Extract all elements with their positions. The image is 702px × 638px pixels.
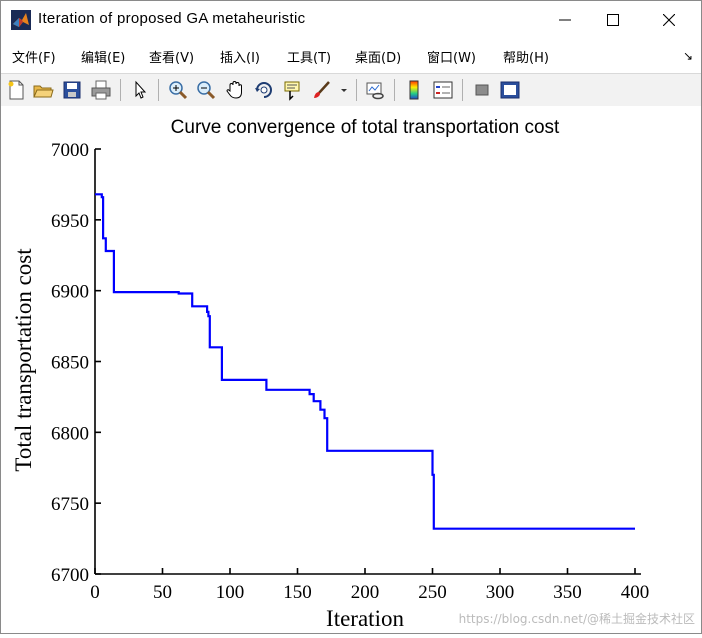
y-tick-label: 6850 [51,353,89,374]
menu-help[interactable]: 帮助(H) [503,51,549,66]
matlab-icon [11,10,31,30]
menu-file[interactable]: 文件(F) [12,51,56,66]
plot-axes [94,148,641,575]
print-icon [91,80,111,100]
data-cursor-button[interactable] [282,79,304,101]
menu-insert[interactable]: 插入(I) [220,51,260,66]
menu-edit[interactable]: 编辑(E) [81,51,126,66]
y-tick-label: 6900 [51,282,89,303]
close-icon [663,14,675,26]
menu-desktop[interactable]: 桌面(D) [355,51,402,66]
minimize-button[interactable] [542,1,588,39]
series-line[interactable] [95,193,635,530]
y-tick-label: 6750 [51,494,89,515]
x-tick-label: 150 [283,582,312,603]
zoom-out-button[interactable] [195,79,217,101]
chart-title: Curve convergence of total transportatio… [171,117,560,138]
menu-window[interactable]: 窗口(W) [427,51,476,66]
rotate-3d-button[interactable] [253,79,275,101]
zoom-in-icon [169,81,188,100]
x-tick-label: 350 [553,582,582,603]
hide-plot-tools-button[interactable] [471,79,493,101]
brush-button[interactable] [311,79,333,101]
save-icon [63,81,81,99]
y-tick-label: 6950 [51,211,89,232]
menu-view[interactable]: 查看(V) [149,51,195,66]
convergence-plot[interactable]: Curve convergence of total transportatio… [1,106,701,633]
minimize-icon [559,19,571,21]
edit-plot-button[interactable] [129,79,151,101]
insert-colorbar-button[interactable] [403,79,425,101]
x-tick-label: 200 [351,582,380,603]
y-tick-label: 6700 [51,565,89,586]
data-cursor-icon [284,81,300,101]
maximize-button[interactable] [590,1,636,39]
open-file-button[interactable] [32,79,54,101]
rotate-3d-icon [255,82,272,98]
legend-icon [433,81,453,99]
brush-dropdown-button[interactable] [338,79,350,101]
x-tick-label: 0 [90,582,100,603]
show-plot-tools-button[interactable] [499,79,521,101]
figure-toolbar [1,73,701,107]
x-axis-label: Iteration [326,606,404,631]
zoom-out-icon [197,81,216,100]
show-plot-tools-icon [500,81,520,99]
zoom-in-button[interactable] [167,79,189,101]
pan-button[interactable] [224,79,246,101]
close-button[interactable] [646,1,692,39]
x-tick-label: 100 [216,582,245,603]
watermark: https://blog.csdn.net/@稀土掘金技术社区 [458,612,695,626]
pan-hand-icon [226,80,242,99]
link-plot-button[interactable] [364,79,386,101]
title-bar[interactable]: Iteration of proposed GA metaheuristic [1,1,701,39]
new-figure-button[interactable] [5,79,27,101]
x-tick-label: 50 [153,582,172,603]
menu-tools[interactable]: 工具(T) [287,51,332,66]
insert-legend-button[interactable] [432,79,454,101]
y-tick-label: 6800 [51,423,89,444]
link-plot-icon [366,82,384,100]
x-tick-label: 250 [418,582,447,603]
y-axis-label: Total transportation cost [11,248,36,472]
y-tick-label: 7000 [51,140,89,161]
edit-plot-arrow-icon [135,80,147,99]
y-tick-labels: 6700 6750 6800 6850 6900 6950 7000 [51,140,89,586]
maximize-icon [607,14,619,26]
x-tick-label: 400 [621,582,650,603]
open-icon [33,85,54,98]
colorbar-icon [409,80,419,100]
x-tick-label: 300 [486,582,515,603]
hide-plot-tools-icon [475,84,489,96]
brush-icon [314,81,330,98]
save-button[interactable] [61,79,83,101]
chevron-down-icon [341,89,347,92]
print-button[interactable] [90,79,112,101]
figure-canvas: Curve convergence of total transportatio… [1,106,701,633]
menu-bar: 文件(F) 编辑(E) 查看(V) 插入(I) 工具(T) 桌面(D) 窗口(W… [1,41,701,71]
new-figure-icon [8,80,24,100]
x-tick-labels: 0 50 100 150 200 250 300 350 400 [90,582,649,603]
menu-dock-arrow-icon[interactable]: ↘ [682,49,693,63]
window-title: Iteration of proposed GA metaheuristic [38,10,306,27]
